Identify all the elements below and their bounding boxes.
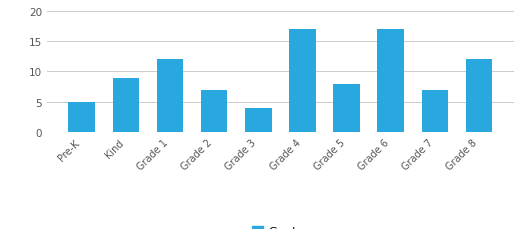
Bar	[422, 90, 448, 133]
Bar	[113, 78, 139, 133]
Bar	[377, 30, 404, 133]
Bar	[333, 84, 360, 133]
Bar	[245, 109, 271, 133]
Bar	[289, 30, 315, 133]
Bar	[466, 60, 493, 133]
Bar	[68, 103, 95, 133]
Bar	[157, 60, 183, 133]
Legend: Grades: Grades	[252, 226, 309, 229]
Bar	[201, 90, 227, 133]
